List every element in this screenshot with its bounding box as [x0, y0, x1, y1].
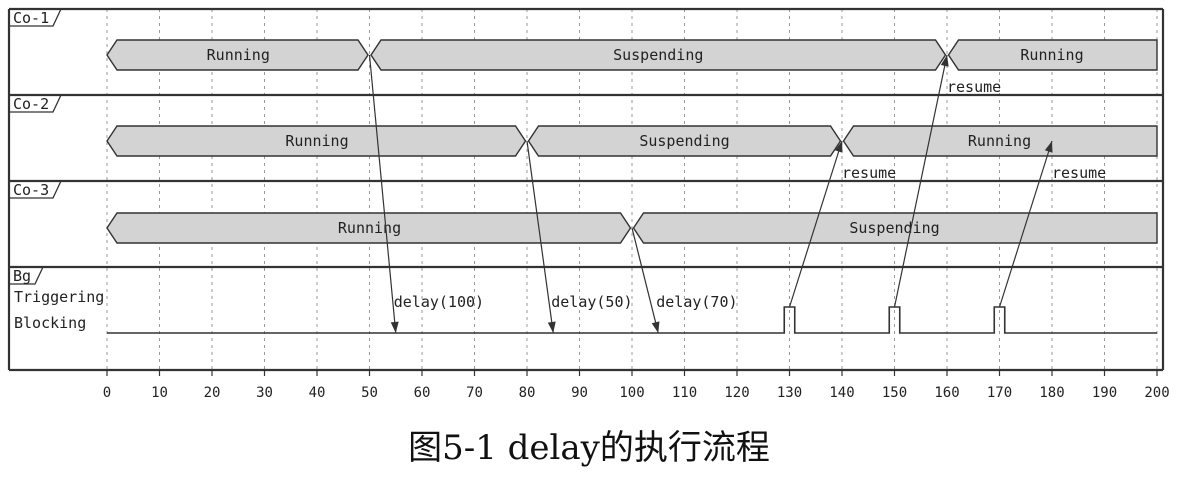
- lane-label: Co-2: [13, 95, 49, 113]
- arrow-head: [651, 321, 660, 333]
- axis-tick-label: 100: [619, 385, 644, 401]
- arrow-label: resume: [1052, 164, 1106, 182]
- arrow-label: resume: [947, 78, 1001, 96]
- state-bar: [947, 39, 1158, 71]
- label-tab: [9, 8, 62, 27]
- axis-tick-label: 160: [934, 385, 959, 401]
- label-tab: [9, 266, 44, 285]
- axis-tick-label: 110: [672, 385, 697, 401]
- axis-tick-label: 120: [724, 385, 749, 401]
- axis-tick-label: 60: [414, 385, 431, 401]
- arrow-head: [834, 141, 843, 153]
- arrow-head: [390, 321, 399, 333]
- state-label: Running: [338, 219, 401, 237]
- state-bar: [106, 39, 369, 71]
- axis-tick-label: 190: [1092, 385, 1117, 401]
- state-label: Running: [207, 46, 270, 64]
- transition-arrow: [893, 54, 948, 308]
- arrow-head: [547, 321, 556, 333]
- axis-tick-label: 0: [103, 385, 111, 401]
- arrow-label: delay(50): [551, 293, 632, 311]
- time-axis: 0 10 20 30 40 50 60 70 80 90 100 110 120 130 140 150 160…: [9, 368, 1170, 401]
- label-tab: [9, 180, 62, 199]
- axis-tick-label: 80: [519, 385, 536, 401]
- axis-tick-label: 150: [882, 385, 907, 401]
- arrow-head: [1044, 141, 1053, 153]
- lane-label: Co-1: [13, 9, 49, 27]
- axis-tick-label: 40: [309, 385, 326, 401]
- axis-tick-label: 130: [777, 385, 802, 401]
- state-bar: [842, 125, 1158, 157]
- state-label: Suspending: [849, 219, 939, 237]
- state-bar: [632, 212, 1158, 244]
- axis-tick-label: 200: [1144, 385, 1169, 401]
- state-label: Running: [285, 132, 348, 150]
- arrow-label: delay(100): [394, 293, 484, 311]
- axis-tick-label: 170: [987, 385, 1012, 401]
- axis-tick-label: 10: [151, 385, 168, 401]
- lane-labels: Co-1 Co-2 Co-3 Bg Triggering Blocking: [9, 8, 104, 332]
- state-bars: Running Suspending Running Running Suspendin…: [106, 39, 1158, 244]
- axis-tick-label: 50: [361, 385, 378, 401]
- state-label: Suspending: [613, 46, 703, 64]
- axis-tick-label: 90: [571, 385, 588, 401]
- arrow-label: resume: [842, 164, 896, 182]
- bg-level-triggering: Triggering: [14, 288, 104, 306]
- axis-tick-label: 180: [1039, 385, 1064, 401]
- state-bar: [527, 125, 842, 157]
- axis-tick-label: 30: [256, 385, 273, 401]
- transition-arrows: delay(100) delay(50) delay(70) resume resume…: [368, 54, 1106, 334]
- transition-arrow: [631, 227, 659, 334]
- label-tab: [9, 94, 62, 113]
- lane-label: Co-3: [13, 181, 49, 199]
- state-bar: [106, 125, 527, 157]
- transition-arrow: [368, 54, 397, 334]
- state-bar: [106, 212, 632, 244]
- arrow-head: [940, 55, 949, 67]
- figure-caption: 图5-1 delay的执行流程: [408, 428, 770, 468]
- transition-arrow: [998, 140, 1053, 308]
- axis-tick-label: 20: [204, 385, 221, 401]
- state-label: Running: [968, 132, 1031, 150]
- timing-diagram: Running Suspending Running Running Suspendin…: [7, 7, 1170, 401]
- arrow-label: delay(70): [656, 293, 737, 311]
- state-label: Running: [1020, 46, 1083, 64]
- bg-level-blocking: Blocking: [14, 314, 86, 332]
- transition-arrow: [526, 140, 554, 334]
- transition-arrow: [788, 140, 843, 308]
- axis-tick-label: 70: [466, 385, 483, 401]
- state-label: Suspending: [639, 132, 729, 150]
- bg-label: Bg: [13, 267, 31, 285]
- axis-tick-label: 140: [829, 385, 854, 401]
- diagram-frame: [7, 7, 1165, 370]
- state-bar: [370, 39, 947, 71]
